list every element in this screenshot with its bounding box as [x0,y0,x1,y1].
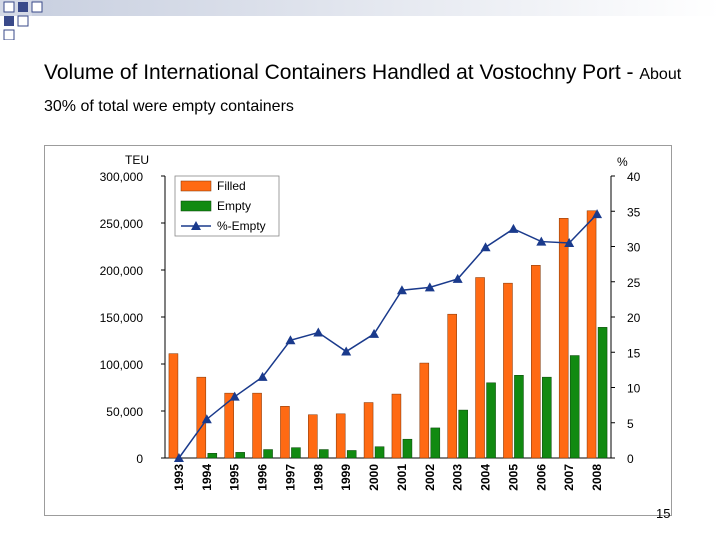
x-tick-label: 2001 [395,464,409,491]
legend-swatch-empty [180,200,212,212]
legend-label-pct: %-Empty [217,219,266,233]
x-tick-label: 2006 [534,464,548,491]
marker-pct-empty [452,273,463,283]
y2-tick-label: 10 [627,382,641,396]
y2-tick-label: 30 [627,241,641,255]
bar-empty [235,452,245,459]
x-tick-label: 1994 [200,464,214,491]
y-tick-label: 50,000 [106,405,143,419]
marker-pct-empty [229,391,240,401]
bar-filled [531,265,541,459]
marker-pct-empty [201,414,212,424]
x-tick-label: 2007 [562,464,576,491]
bar-filled [391,393,402,459]
bar-filled [168,353,179,459]
bar-filled [475,277,485,459]
y-tick-label: 100,000 [100,358,144,372]
bar-filled [558,218,569,459]
marker-pct-empty [313,327,324,337]
marker-pct-empty [564,237,575,247]
legend-label-empty: Empty [217,199,251,213]
marker-pct-empty [424,282,435,292]
marker-pct-empty [285,335,296,345]
chart-frame: 0 50,000 100,000 150,000 200,000 250,000 300,0… [44,145,672,516]
legend-swatch-filled [180,180,212,192]
bar-filled [280,406,290,459]
x-tick-label: 1993 [172,464,186,491]
x-tick-label: 2005 [506,464,520,491]
y-axis-label: TEU [125,153,149,167]
bar-empty [569,355,580,459]
marker-pct-empty [592,209,603,219]
x-tick-label: 1998 [311,464,325,491]
y-tick-label: 0 [136,452,143,466]
page-number: 15 [656,506,671,521]
legend-marker-pct [191,221,201,230]
y-tick-label: 300,000 [100,170,144,184]
bar-empty [291,447,301,459]
bar-empty [514,375,524,459]
bar-empty [402,438,413,459]
x-tick-label: 2000 [367,464,381,491]
x-tick-label: 1997 [283,464,297,491]
bar-empty [374,446,385,459]
bar-filled [419,362,430,459]
line-pct-empty [178,213,598,459]
bar-filled [586,210,597,459]
bar-empty [263,449,273,459]
x-tick-label: 2004 [479,464,493,491]
marker-pct-empty [341,346,352,356]
x-tick-label: 1995 [228,464,242,491]
legend-label-filled: Filled [217,179,246,193]
bar-empty [597,327,608,459]
x-tick-label: 2008 [590,464,604,491]
bar-empty [319,449,329,459]
marker-pct-empty [173,453,184,462]
marker-pct-empty [536,236,547,246]
bar-filled [196,376,207,459]
bar-empty [486,382,496,459]
y2-tick-label: 5 [627,417,634,431]
y2-tick-label: 40 [627,170,641,184]
decorative-squares [0,0,720,40]
slide-title-main: Volume of International Containers Handl… [44,61,640,84]
marker-pct-empty [508,223,519,233]
y2-axis-label: % [617,155,628,169]
y-tick-label: 150,000 [100,311,144,325]
bar-filled [503,282,513,459]
bar-empty [430,427,441,459]
bar-empty [346,450,357,459]
slide-title-subtitle: About 30% of total were empty containers [44,66,682,115]
y-tick-label: 200,000 [100,264,144,278]
x-tick-label: 1999 [339,464,353,491]
bar-empty [207,453,218,459]
y2-tick-label: 25 [627,276,641,290]
marker-pct-empty [480,242,491,252]
bar-filled [224,392,234,459]
bar-empty [458,409,468,459]
slide-title: Volume of International Containers Handl… [44,58,694,122]
x-tick-label: 2003 [451,464,465,491]
bar-filled [252,392,262,459]
y2-tick-label: 20 [627,311,641,325]
y2-tick-label: 35 [627,205,641,219]
x-tick-label: 1996 [256,464,270,491]
bar-empty [542,376,552,459]
y2-tick-label: 15 [627,346,641,360]
marker-pct-empty [396,285,407,295]
y-tick-label: 250,000 [100,217,144,231]
bar-filled [335,413,346,459]
bar-filled [447,313,457,459]
marker-pct-empty [257,371,268,381]
y2-tick-label: 0 [627,452,634,466]
chart: 0 50,000 100,000 150,000 200,000 250,000 300,0… [100,153,641,491]
marker-pct-empty [369,328,380,338]
bar-filled [308,414,318,459]
x-tick-label: 2002 [423,464,437,491]
bar-filled [363,402,374,459]
